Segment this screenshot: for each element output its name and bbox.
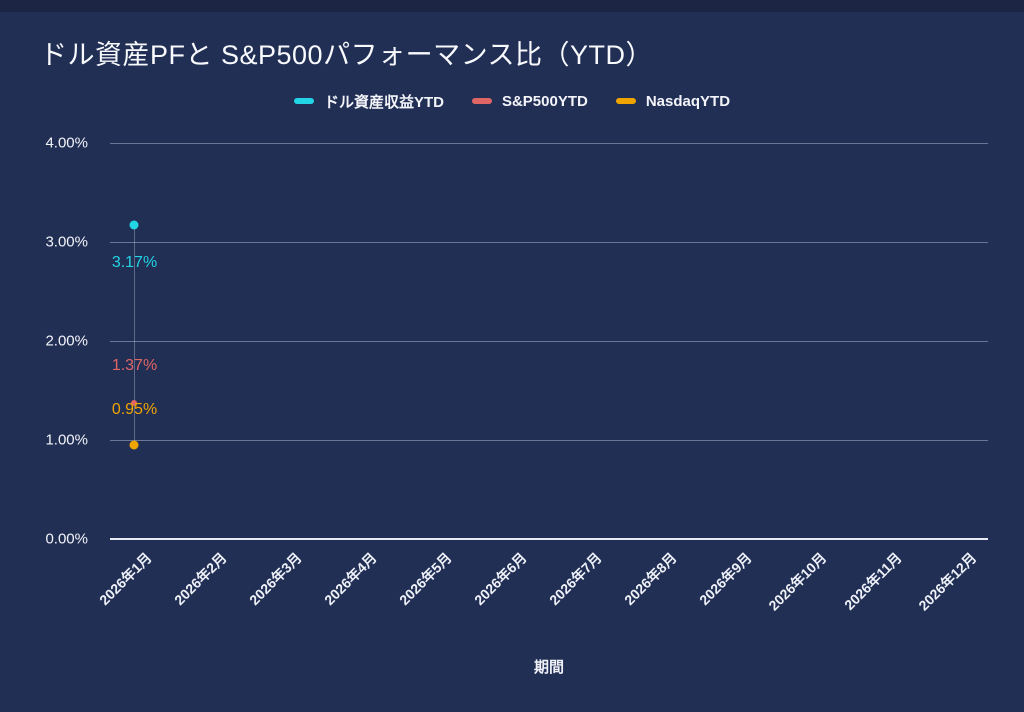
x-tick-label: 2026年8月 — [621, 549, 680, 609]
gridline — [110, 440, 988, 441]
x-tick-label: 2026年12月 — [915, 549, 980, 614]
y-tick-label: 2.00% — [45, 332, 88, 350]
x-tick-label: 2026年9月 — [696, 549, 755, 609]
legend-item-label: NasdaqYTD — [645, 92, 731, 110]
gridline — [110, 143, 988, 144]
gridline — [110, 341, 988, 342]
y-tick-label: 1.00% — [45, 431, 88, 449]
gridline — [110, 242, 988, 243]
data-point-series-1[interactable] — [129, 220, 139, 230]
legend-item-2[interactable]: S&P500YTD — [471, 92, 588, 110]
legend-swatch-icon — [615, 98, 636, 104]
x-axis-title: 期間 — [533, 659, 564, 676]
legend: ドル資産収益YTD S&P500YTD NasdaqYTD — [0, 91, 1024, 111]
y-tick-label: 4.00% — [45, 134, 88, 152]
page-top-strip — [0, 0, 1024, 12]
x-axis-line — [110, 538, 988, 540]
y-tick-label: 3.00% — [45, 233, 88, 251]
legend-item-3[interactable]: NasdaqYTD — [615, 92, 731, 110]
x-tick-label: 2026年2月 — [171, 549, 230, 609]
point-value-label: 1.37% — [111, 357, 158, 375]
point-value-label: 0.95% — [111, 400, 158, 418]
chart-title: ドル資産PFと S&P500パフォーマンス比（YTD） — [40, 40, 654, 70]
data-point-series-3[interactable] — [129, 440, 139, 450]
legend-item-1[interactable]: ドル資産収益YTD — [293, 91, 444, 112]
point-connector-line — [134, 225, 135, 445]
x-tick-label: 2026年11月 — [841, 549, 905, 614]
x-tick-label: 2026年1月 — [96, 549, 155, 609]
legend-swatch-icon — [293, 98, 314, 104]
y-tick-label: 0.00% — [45, 530, 88, 548]
x-tick-label: 2026年3月 — [246, 549, 305, 609]
x-tick-label: 2026年10月 — [765, 549, 830, 614]
x-tick-label: 2026年4月 — [321, 549, 380, 609]
legend-swatch-icon — [471, 98, 492, 104]
point-value-label: 3.17% — [111, 254, 158, 272]
legend-item-label: S&P500YTD — [501, 92, 588, 110]
x-tick-label: 2026年7月 — [546, 549, 605, 609]
data-point-series-2[interactable] — [131, 400, 137, 407]
x-tick-label: 2026年5月 — [396, 549, 455, 609]
x-tick-label: 2026年6月 — [471, 549, 530, 609]
legend-item-label: ドル資産収益YTD — [323, 93, 444, 111]
